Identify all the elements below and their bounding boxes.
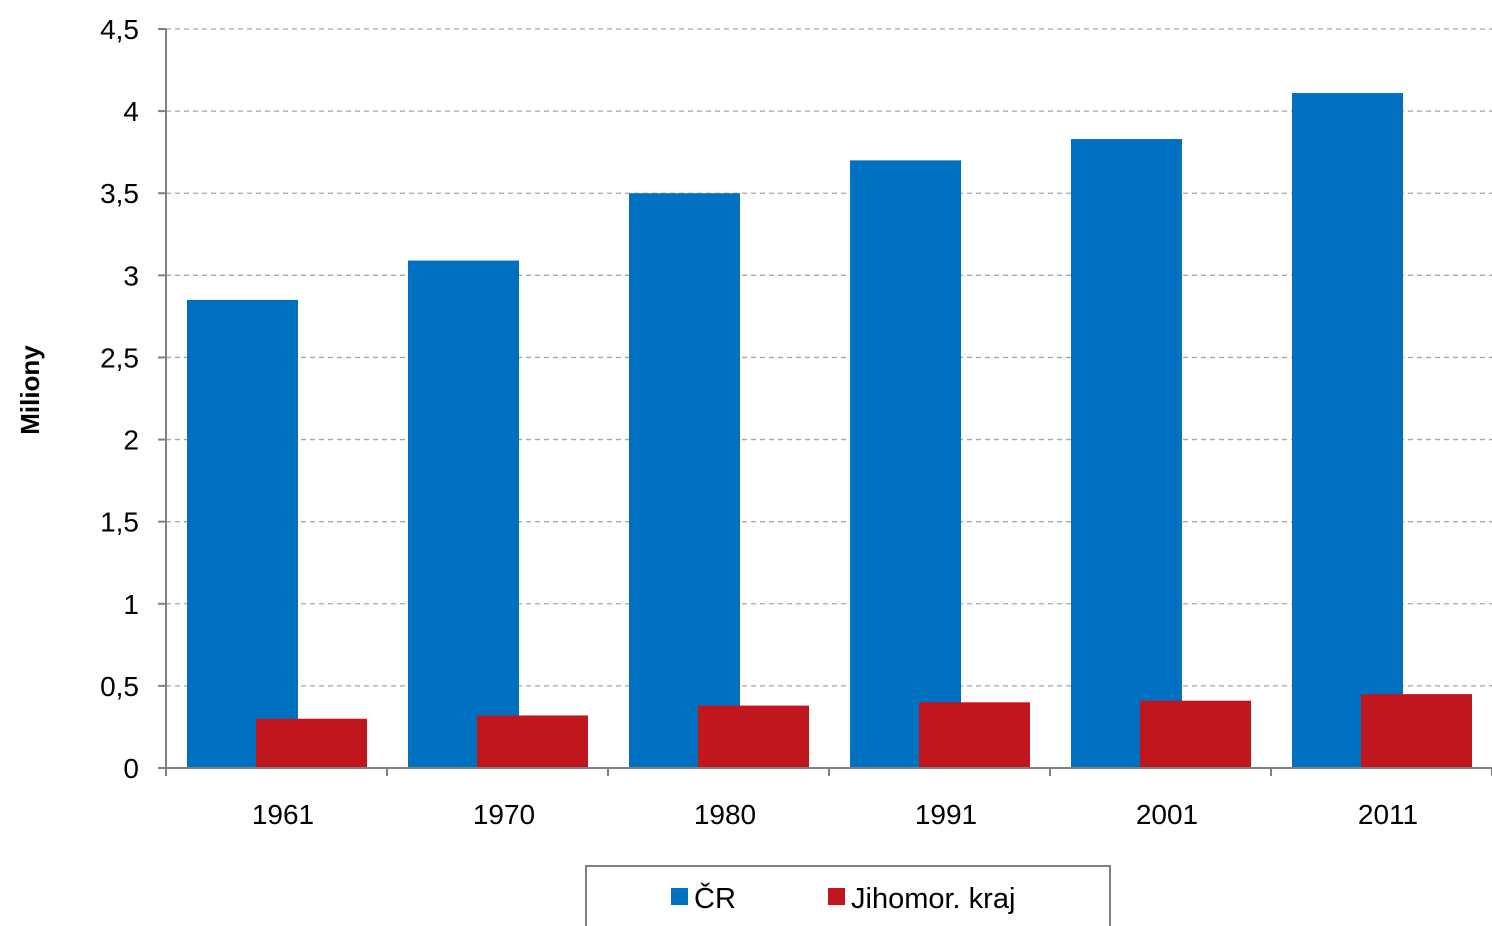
bar-cr-1980	[629, 193, 740, 768]
y-tick-label: 0,5	[100, 671, 139, 702]
bar-cr-1970	[408, 260, 519, 768]
y-tick-label: 4	[123, 96, 139, 127]
y-tick-label: 1	[123, 589, 139, 620]
x-tick-label: 1991	[915, 799, 977, 830]
legend-swatch-cr	[671, 888, 688, 905]
axes	[158, 28, 1492, 776]
x-tick-labels: 1961 1970 1980 1991 2001 2011	[252, 799, 1418, 830]
x-tick-label: 2011	[1358, 799, 1418, 830]
bar-jihomor-kraj-1980	[698, 705, 809, 768]
bars	[187, 93, 1472, 769]
bar-jihomor-kraj-2001	[1140, 700, 1251, 768]
x-tick-label: 1970	[473, 799, 535, 830]
y-tick-label: 3,5	[100, 178, 139, 209]
y-tick-label: 3	[123, 260, 139, 291]
y-tick-label: 4,5	[100, 14, 139, 45]
legend: ČR Jihomor. kraj	[585, 865, 1111, 926]
legend-entry-jihomor-kraj: Jihomor. kraj	[828, 883, 1015, 915]
legend-label-cr: ČR	[694, 881, 736, 915]
y-tick-label: 2,5	[100, 342, 139, 373]
legend-label-jihomor-kraj: Jihomor. kraj	[851, 883, 1015, 915]
bar-jihomor-kraj-1970	[477, 715, 588, 768]
y-tick-label: 2	[123, 425, 139, 456]
gridlines	[166, 28, 1492, 687]
bar-cr-1961	[187, 299, 298, 768]
y-tick-label: 0	[123, 753, 139, 784]
legend-swatch-jihomor-kraj	[828, 888, 845, 905]
y-tick-labels: 0 0,5 1 1,5 2 2,5 3 3,5 4 4,5	[100, 14, 139, 784]
legend-entry-cr: ČR	[671, 881, 736, 915]
y-axis-title: Miliony	[15, 345, 45, 435]
x-tick-label: 1961	[252, 799, 314, 830]
bar-jihomor-kraj-1961	[256, 718, 367, 768]
bar-cr-2011	[1292, 93, 1403, 768]
bar-cr-1991	[850, 160, 961, 768]
bar-jihomor-kraj-1991	[919, 702, 1030, 768]
y-tick-label: 1,5	[100, 507, 139, 538]
x-tick-label: 2001	[1136, 799, 1198, 830]
legend-box	[585, 865, 1111, 926]
bar-cr-2001	[1071, 139, 1182, 769]
x-tick-label: 1980	[694, 799, 756, 830]
bar-jihomor-kraj-2011	[1361, 694, 1472, 768]
